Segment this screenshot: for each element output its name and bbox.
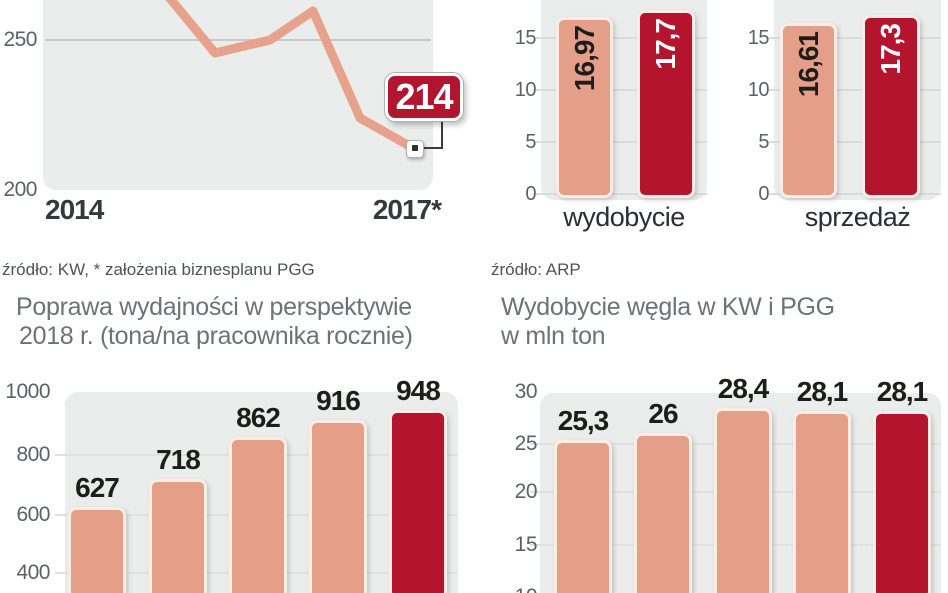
prod-value-label-3: 862 xyxy=(236,402,281,433)
pair2-y-tick-0: 0 xyxy=(758,183,769,205)
line-chart-panel xyxy=(43,0,433,190)
pair1-y-tick-0: 0 xyxy=(525,183,536,205)
bar-value-label: 17,7 xyxy=(650,19,681,70)
y-tick-250: 250 xyxy=(3,28,37,51)
pair2-y-tick-15: 15 xyxy=(747,27,770,49)
prod-value-label-2: 718 xyxy=(156,444,201,475)
out-y-tick-15: 15 xyxy=(514,533,538,556)
output-chart-title-line2: w mln ton xyxy=(501,322,606,350)
out-y-tick-30: 30 xyxy=(514,380,538,403)
out-value-label-1: 25,3 xyxy=(557,405,610,436)
out-bar-5-highlight xyxy=(873,411,931,593)
bar-value-label: 16,61 xyxy=(792,32,824,98)
prod-bar-4 xyxy=(309,420,367,593)
productivity-chart-title-line1: Poprawa wydajności w perspektywie xyxy=(16,293,412,321)
prod-y-tick-400: 400 xyxy=(16,561,50,584)
bar-sprzedaz-pgg: 17,3 xyxy=(862,15,920,198)
out-value-label-5: 28,1 xyxy=(876,376,929,407)
pair2-gridline-5 xyxy=(769,141,941,143)
source-note-right: źródło: ARP xyxy=(491,260,581,279)
prod-y-tick-1000: 1000 xyxy=(5,380,50,403)
trend-line xyxy=(165,0,418,153)
pair1-y-tick-10: 10 xyxy=(514,79,537,101)
pair1-gridline-5 xyxy=(536,141,707,143)
out-y-tick-20: 20 xyxy=(514,480,538,503)
prod-y-tick-800: 800 xyxy=(16,443,50,466)
productivity-chart-title-line2: 2018 r. (tona/na pracownika rocznie) xyxy=(19,322,413,350)
out-bar-2 xyxy=(634,433,692,593)
pair1-gridline-10 xyxy=(536,89,707,91)
pair1-y-tick-5: 5 xyxy=(525,131,536,153)
pair2-y-tick-5: 5 xyxy=(758,131,769,153)
pair1-y-tick-15: 15 xyxy=(514,27,537,49)
data-point-marker xyxy=(406,140,424,158)
pair1-gridline-0 xyxy=(536,193,707,195)
prod-y-tick-600: 600 xyxy=(16,503,50,526)
out-value-label-4: 28,1 xyxy=(796,376,849,407)
prod-bar-2 xyxy=(149,479,207,593)
x-tick-2014: 2014 xyxy=(45,194,104,225)
out-bar-1 xyxy=(554,440,612,593)
out-bar-4 xyxy=(793,411,851,593)
out-y-tick-25: 25 xyxy=(514,432,538,455)
pair1-gridline-15 xyxy=(536,37,707,39)
category-label-sprzedaz: sprzedaż xyxy=(804,202,911,232)
pair2-y-tick-10: 10 xyxy=(747,79,770,101)
pair2-gridline-15 xyxy=(769,37,941,39)
prod-value-label-4: 916 xyxy=(316,385,361,416)
prod-bar-1 xyxy=(68,507,126,593)
prod-value-label-1: 627 xyxy=(75,472,120,503)
prod-bar-3 xyxy=(229,437,287,593)
callout-badge: 214 xyxy=(385,73,463,121)
callout-connector xyxy=(422,122,443,149)
y-tick-200: 200 xyxy=(3,178,37,201)
bar-wydobycie-pgg: 17,7 xyxy=(637,10,695,198)
bar-wydobycie-kw: 16,97 xyxy=(556,17,613,198)
source-note-left: źródło: KW, * założenia biznesplanu PGG xyxy=(2,260,315,279)
category-label-wydobycie: wydobycie xyxy=(563,202,685,232)
prod-bar-5-highlight xyxy=(389,410,447,593)
out-y-tick-10: 10 xyxy=(490,586,538,593)
gridline-250 xyxy=(45,39,431,41)
bar-value-label: 16,97 xyxy=(568,26,600,92)
x-tick-2017: 2017* xyxy=(372,194,442,225)
out-bar-3 xyxy=(714,408,772,593)
marker-dot xyxy=(412,145,418,151)
prod-value-label-5: 948 xyxy=(396,375,441,406)
out-value-label-2: 26 xyxy=(648,398,678,429)
bar-sprzedaz-kw: 16,61 xyxy=(780,23,837,198)
bar-value-label: 17,3 xyxy=(875,24,906,75)
output-chart-title-line1: Wydobycie węgla w KW i PGG xyxy=(501,293,835,321)
pair2-gridline-10 xyxy=(769,89,941,91)
pair2-gridline-0 xyxy=(769,193,941,195)
out-value-label-3: 28,4 xyxy=(717,373,770,404)
